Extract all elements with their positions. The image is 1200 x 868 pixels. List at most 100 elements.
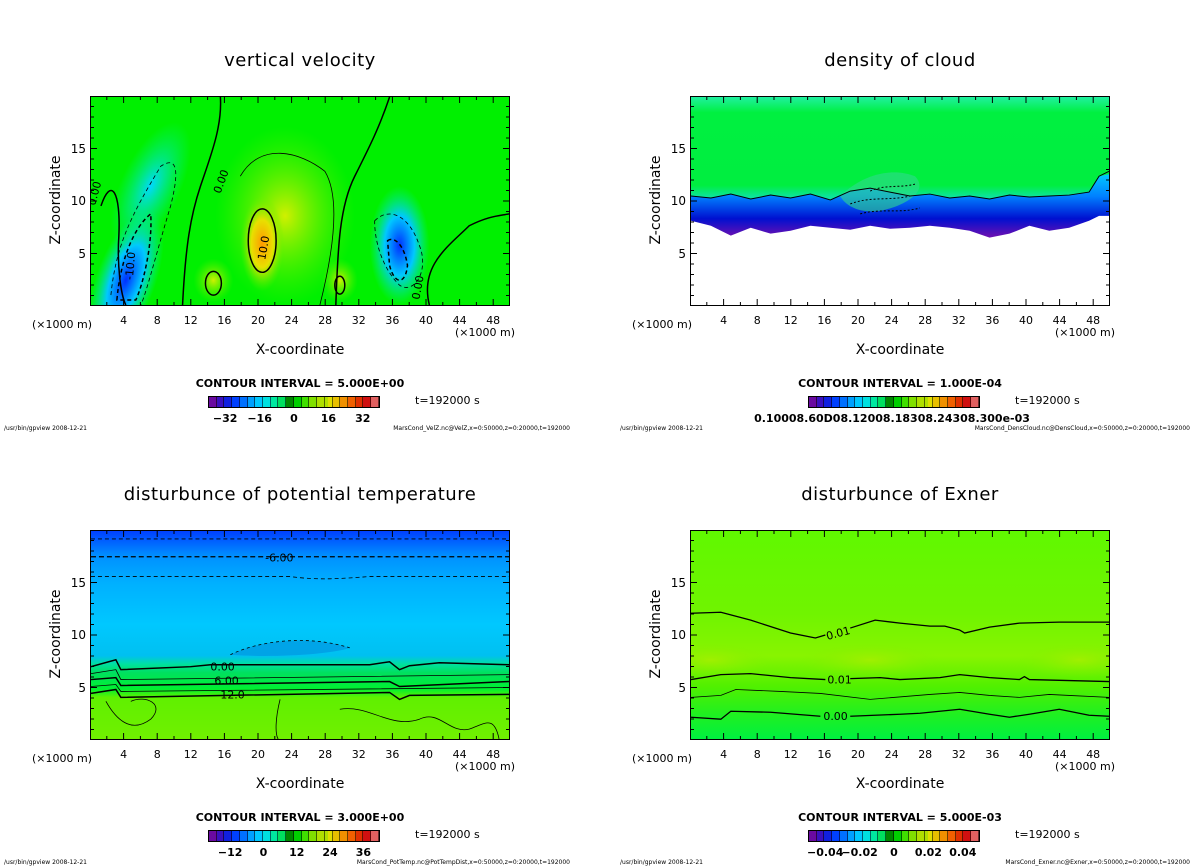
colorbar-tick-label: 32 [355, 412, 371, 425]
x-unit-left: (×1000 m) [632, 752, 693, 765]
colorbar-tick-label: 0 [259, 846, 268, 859]
colorbar-tick-label: 0 [890, 846, 898, 859]
x-tick-label: 40 [419, 314, 433, 327]
colorbar-swatch [239, 831, 244, 841]
colorbar-swatch [255, 831, 259, 841]
x-tick-label: 36 [985, 748, 1000, 761]
x-tick-label: 8 [753, 748, 761, 761]
colorbar-swatch [847, 831, 851, 841]
x-tick-label: 48 [1086, 748, 1101, 761]
contour-label: 0.00 [410, 274, 427, 300]
colorbar-swatch [971, 831, 975, 841]
cloud-contours [691, 170, 1109, 215]
footer-left: /usr/bin/gpview 2008-12-21 [4, 859, 87, 866]
colorbar-swatch [893, 397, 898, 407]
colorbar-swatch [332, 831, 336, 841]
colorbar-tick-label: −16 [247, 412, 272, 425]
colorbar-swatch [943, 831, 948, 841]
colorbar-swatch [924, 831, 929, 841]
colorbar-swatch [881, 397, 887, 407]
x-tick-label: 40 [419, 748, 433, 761]
colorbar-swatch [347, 831, 352, 841]
colorbar-swatch [278, 831, 282, 841]
colorbar-swatch [243, 831, 248, 841]
colorbar-swatch [812, 397, 817, 407]
x-tick-label: 8 [153, 748, 161, 761]
x-tick-label: 44 [452, 314, 467, 327]
x-tick-label: 16 [217, 314, 232, 327]
colorbar-swatch [320, 831, 325, 841]
x-axis-label: X-coordinate [255, 776, 345, 792]
contour-interval: CONTOUR INTERVAL = 1.000E-04 [798, 377, 1002, 390]
contour-zero [100, 189, 127, 305]
contour-label: 10.0 [255, 235, 272, 261]
x-tick-label: 8 [753, 314, 761, 327]
colorbar-swatch [955, 831, 960, 841]
x-tick-label: 12 [183, 314, 198, 327]
x-tick-label: 20 [851, 314, 865, 327]
colorbar-swatch [317, 397, 321, 407]
colorbar-swatch [293, 831, 298, 841]
x-tick-label: 12 [183, 748, 198, 761]
colorbar-swatch [924, 397, 929, 407]
colorbar-swatch [835, 397, 840, 407]
contour-interval: CONTOUR INTERVAL = 5.000E-03 [798, 811, 1002, 824]
colorbar-swatch [320, 397, 325, 407]
x-tick-label: 48 [486, 748, 501, 761]
x-tick-label: 20 [251, 748, 265, 761]
chart-title: disturbunce of potential temperature [123, 484, 477, 505]
plot-area: -6.00 0.00 6.00 12.0 [90, 530, 510, 740]
colorbar-swatch [328, 397, 333, 407]
colorbar-swatch [250, 831, 256, 841]
colorbar-swatch [255, 397, 259, 407]
colorbar-swatch [224, 831, 228, 841]
colorbar [208, 830, 380, 842]
colorbar-swatch [312, 397, 318, 407]
x-tick-label: 16 [817, 748, 832, 761]
colorbar-tick-label: −0.04 [807, 846, 844, 859]
colorbar-swatch [274, 831, 279, 841]
colorbar-swatch [235, 397, 240, 407]
colorbar-swatch [363, 397, 367, 407]
x-tick-label: 4 [720, 314, 728, 327]
y-tick-label: 10 [670, 194, 686, 208]
x-tick-label: 44 [452, 748, 467, 761]
colorbar-swatch [966, 397, 972, 407]
x-tick-label: 24 [284, 748, 299, 761]
colorbar-swatch [371, 397, 375, 407]
colorbar-swatch [917, 397, 921, 407]
colorbar-swatch [209, 831, 213, 841]
colorbar-swatch [839, 397, 844, 407]
y-tick-label: 15 [670, 575, 686, 590]
colorbar-tick-label: 0 [290, 412, 298, 425]
colorbar-swatch [371, 831, 375, 841]
colorbar-swatch [209, 397, 213, 407]
x-unit-right: (×1000 m) [1055, 760, 1116, 773]
colorbar-swatch [870, 397, 875, 407]
x-tick-label: 24 [284, 314, 299, 327]
colorbar-swatch [239, 397, 244, 407]
colorbar-swatch [374, 831, 379, 841]
colorbar-swatch [917, 831, 921, 841]
colorbar-swatch [820, 397, 825, 407]
colorbar-swatch [832, 397, 836, 407]
colorbar-swatch [878, 831, 882, 841]
colorbar-swatch [220, 831, 225, 841]
colorbar-swatch [816, 831, 821, 841]
colorbar-swatch [270, 397, 275, 407]
y-tick-label: 15 [670, 141, 686, 156]
cloud-base-band [691, 174, 1109, 238]
plot-area: 0.01 0.01 0.00 [690, 530, 1110, 740]
colorbar-swatch [274, 397, 279, 407]
colorbar-tick-label: 0.04 [949, 846, 977, 859]
colorbar-swatch [340, 397, 344, 407]
colorbar-swatch [263, 831, 267, 841]
colorbar-swatch [959, 831, 964, 841]
colorbar-swatch [827, 397, 833, 407]
colorbar-swatch [266, 831, 271, 841]
colorbar-swatch [232, 397, 236, 407]
colorbar [808, 830, 980, 842]
colorbar-swatch [820, 831, 825, 841]
y-tick-label: 5 [78, 680, 86, 695]
x-tick-label: 16 [217, 748, 232, 761]
